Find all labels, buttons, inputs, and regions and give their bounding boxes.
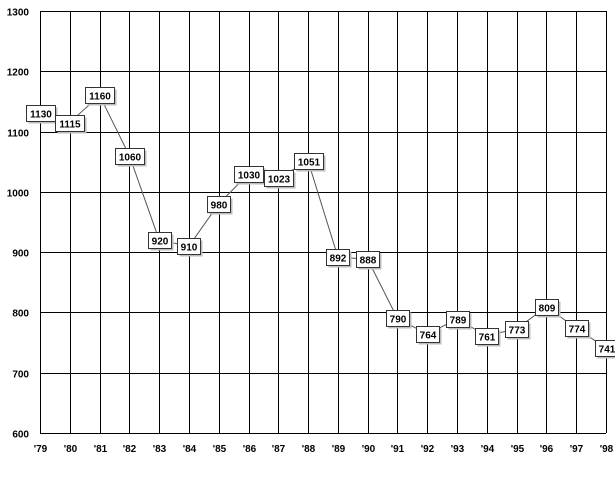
data-label-group: 888 (357, 252, 382, 270)
y-tick-label: 600 (12, 430, 29, 441)
x-tick-label: '88 (302, 444, 316, 455)
data-label-group: 1023 (265, 171, 296, 189)
x-tick-label: '92 (421, 444, 435, 455)
data-label-group: 764 (417, 327, 442, 345)
data-label-group: 773 (506, 322, 531, 340)
x-tick-label: '81 (94, 444, 108, 455)
data-label-group: 980 (208, 197, 233, 215)
x-tick-label: '83 (153, 444, 167, 455)
x-tick-label: '80 (64, 444, 78, 455)
data-label-group: 790 (387, 311, 412, 329)
data-label-group: 1051 (295, 154, 326, 172)
data-label: 809 (539, 304, 556, 315)
data-label-group: 1030 (235, 167, 266, 185)
data-label: 761 (479, 333, 496, 344)
data-label: 1030 (238, 171, 261, 182)
x-tick-label: '93 (451, 444, 465, 455)
data-label: 1051 (298, 158, 321, 169)
grid-layer (40, 11, 607, 434)
data-label-group: 789 (447, 312, 472, 330)
x-tick-label: '86 (243, 444, 257, 455)
data-label: 980 (211, 201, 228, 212)
x-tick-label: '89 (332, 444, 346, 455)
y-tick-label: 1100 (7, 129, 29, 140)
x-tick-label: '90 (362, 444, 376, 455)
data-label: 1060 (119, 153, 142, 164)
axis-label-layer: 600 700 800 900 1000 1100 1200 1300 '79 '80 '81 '82… (7, 8, 614, 456)
x-tick-label: '98 (600, 444, 614, 455)
series-line (40, 95, 606, 348)
data-label: 774 (569, 325, 586, 336)
data-label: 1160 (89, 92, 111, 103)
data-label-group: 892 (327, 250, 352, 268)
data-label-group: 920 (149, 233, 174, 251)
x-tick-label: '94 (481, 444, 495, 455)
data-label: 1130 (30, 110, 52, 121)
data-label-group: 741 (596, 341, 615, 359)
data-label: 910 (181, 243, 198, 254)
data-label-group: 809 (536, 300, 561, 318)
data-label-group: 774 (566, 321, 591, 339)
y-tick-label: 1300 (7, 8, 30, 19)
x-tick-label: '97 (570, 444, 584, 455)
data-label-group: 1160 (86, 88, 117, 106)
y-tick-label: 700 (12, 370, 29, 381)
data-label: 888 (360, 256, 377, 267)
x-tick-label: '87 (272, 444, 286, 455)
data-label: 790 (390, 315, 407, 326)
x-tick-label: '82 (123, 444, 137, 455)
x-tick-label: '79 (34, 444, 48, 455)
data-label: 1115 (59, 120, 81, 131)
y-tick-label: 1200 (7, 68, 30, 79)
y-tick-label: 900 (12, 249, 29, 260)
x-tick-label: '91 (391, 444, 405, 455)
data-label: 1023 (268, 175, 291, 186)
data-label-group: 1060 (116, 149, 147, 167)
data-label: 773 (509, 326, 526, 337)
x-tick-label: '96 (540, 444, 554, 455)
data-label-group: 761 (476, 329, 501, 347)
data-label-group: 910 (178, 239, 203, 257)
data-label-group: 1115 (56, 116, 87, 134)
x-tick-label: '85 (213, 444, 227, 455)
data-label: 764 (420, 331, 437, 342)
x-tick-label: '84 (183, 444, 197, 455)
data-label: 920 (152, 237, 169, 248)
x-tick-label: '95 (511, 444, 525, 455)
data-label: 789 (450, 316, 467, 327)
data-label-group: 1130 (27, 106, 58, 124)
label-layer: 1130 1115 1160 1060 920 910 980 1030 1023 1051 892… (27, 88, 615, 359)
data-label: 741 (599, 345, 615, 356)
data-label: 892 (330, 254, 347, 265)
y-tick-label: 1000 (7, 189, 30, 200)
y-tick-label: 800 (12, 309, 29, 320)
